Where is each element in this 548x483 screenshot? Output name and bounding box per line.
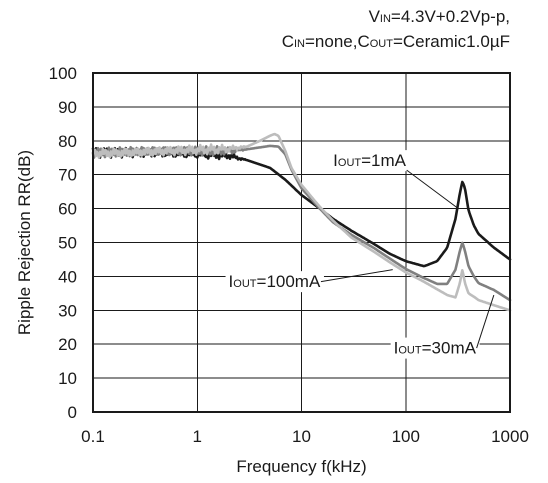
test-conditions: VIN=4.3V+0.2Vp-p,CIN=none,COUT=Ceramic1.… — [282, 7, 510, 51]
y-tick-label: 10 — [58, 369, 77, 388]
y-tick-label: 40 — [58, 267, 77, 286]
text-part: I — [333, 151, 338, 170]
y-tick-label: 90 — [58, 98, 77, 117]
text-part: =30mA — [422, 339, 477, 358]
text-part: =none,C — [305, 32, 370, 51]
text-part: =Ceramic1.0µF — [393, 32, 510, 51]
subscript: OUT — [233, 278, 257, 290]
x-tick-labels: 0.1 1 10 100 1000 — [81, 427, 529, 446]
label-background — [225, 271, 324, 293]
y-axis-title: Ripple Rejection RR(dB) — [15, 150, 34, 335]
text-part: I — [394, 339, 399, 358]
leader-line — [320, 269, 393, 283]
subscript: IN — [294, 38, 305, 50]
series-line-3 — [91, 132, 512, 312]
text-part: V — [369, 7, 381, 26]
series-line-1 — [91, 146, 512, 268]
y-tick-label: 100 — [49, 64, 77, 83]
label-background — [390, 337, 480, 359]
y-tick-label: 0 — [68, 403, 77, 422]
subscript: OUT — [338, 157, 362, 169]
series-label: IOUT=30mA — [394, 339, 477, 358]
x-tick-label: 100 — [392, 427, 420, 446]
y-tick-label: 30 — [58, 301, 77, 320]
condition-line: VIN=4.3V+0.2Vp-p, — [369, 7, 510, 26]
y-tick-label: 60 — [58, 200, 77, 219]
subscript: OUT — [398, 345, 422, 357]
label-background — [330, 150, 410, 172]
condition-line: CIN=none,COUT=Ceramic1.0µF — [282, 32, 510, 51]
y-tick-labels: 0 10 20 30 40 50 60 70 80 90 100 — [49, 64, 77, 422]
plot-frame — [92, 72, 511, 413]
series-line-2 — [91, 144, 512, 302]
text-part: =100mA — [257, 272, 321, 291]
y-tick-label: 50 — [58, 234, 77, 253]
x-tick-label: 10 — [292, 427, 311, 446]
data-series — [91, 132, 512, 312]
series-label: IOUT=1mA — [333, 151, 407, 170]
text-part: =1mA — [361, 151, 407, 170]
subscript: OUT — [370, 38, 394, 50]
y-tick-label: 80 — [58, 132, 77, 151]
grid-lines — [93, 73, 510, 412]
x-axis-title: Frequency f(kHz) — [236, 457, 366, 476]
y-tick-label: 20 — [58, 335, 77, 354]
leader-line — [406, 169, 459, 210]
leader-line — [476, 294, 495, 349]
subscript: IN — [380, 13, 391, 25]
text-part: =4.3V+0.2Vp-p, — [391, 7, 510, 26]
x-tick-label: 0.1 — [81, 427, 105, 446]
x-tick-label: 1 — [193, 427, 202, 446]
x-tick-label: 1000 — [491, 427, 529, 446]
series-label: IOUT=100mA — [229, 272, 321, 291]
text-part: I — [229, 272, 234, 291]
text-part: C — [282, 32, 294, 51]
y-tick-label: 70 — [58, 166, 77, 185]
